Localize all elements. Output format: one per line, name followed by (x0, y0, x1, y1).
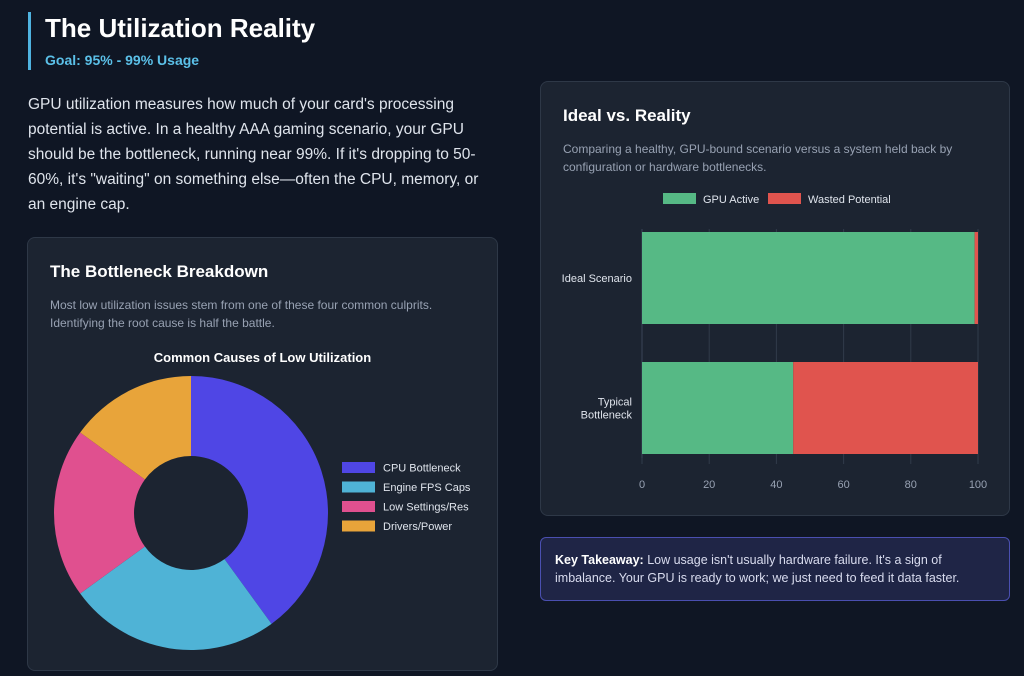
donut-slice-low-settings-res[interactable] (54, 432, 145, 594)
donut-chart-title: Common Causes of Low Utilization (153, 350, 372, 365)
bar-gpu-active[interactable] (642, 232, 975, 324)
bar-gpu-active[interactable] (642, 362, 794, 454)
takeaway-text: Low usage isn't usually hardware failure… (555, 553, 960, 585)
bottleneck-breakdown-card: The Bottleneck Breakdown Most low utiliz… (27, 237, 498, 671)
legend-label[interactable]: Low Settings/Res (383, 502, 469, 514)
bar-wasted-potential[interactable] (974, 232, 978, 324)
legend-swatch (768, 193, 801, 204)
x-tick-label: 60 (837, 479, 849, 491)
x-tick-label: 40 (770, 479, 782, 491)
x-tick-label: 0 (639, 479, 645, 491)
donut-chart: CPU Bottleneck Engine FPS Caps Low Setting… (54, 376, 471, 650)
key-takeaway-box: Key Takeaway: Low usage isn't usually ha… (540, 537, 1010, 601)
y-category-label: Ideal Scenario (562, 273, 632, 285)
legend-label[interactable]: Engine FPS Caps (383, 482, 471, 494)
x-tick-label: 80 (905, 479, 917, 491)
stacked-bar-chart: GPU Active Wasted Potential 0 20 40 60 80 100 Id… (562, 193, 987, 491)
legend-label[interactable]: CPU Bottleneck (383, 463, 461, 475)
breakdown-title: The Bottleneck Breakdown (50, 262, 269, 281)
bar-wasted-potential[interactable] (793, 362, 978, 454)
breakdown-description: Most low utilization issues stem from on… (50, 298, 433, 330)
legend-swatch (663, 193, 696, 204)
page-title: The Utilization Reality (45, 13, 316, 43)
legend-swatch (342, 520, 375, 532)
legend-swatch (342, 462, 375, 473)
x-tick-label: 100 (969, 479, 987, 491)
donut-slice-engine-fps-caps[interactable] (80, 546, 272, 650)
legend-swatch (342, 501, 375, 512)
y-category-label: Typical (598, 397, 632, 409)
page-header: The Utilization Reality Goal: 95% - 99% … (28, 12, 315, 70)
ideal-vs-reality-card: Ideal vs. Reality Comparing a healthy, G… (540, 81, 1010, 516)
ideal-title: Ideal vs. Reality (563, 106, 691, 125)
legend-label[interactable]: Wasted Potential (808, 194, 891, 206)
donut-slice-drivers-power[interactable] (80, 376, 191, 480)
goal-subtitle: Goal: 95% - 99% Usage (45, 52, 200, 68)
legend-label[interactable]: GPU Active (703, 194, 759, 206)
x-tick-label: 20 (703, 479, 715, 491)
y-category-label: Bottleneck (581, 410, 633, 422)
legend-label[interactable]: Drivers/Power (383, 521, 452, 533)
takeaway-label: Key Takeaway: (555, 553, 644, 567)
ideal-description: Comparing a healthy, GPU-bound scenario … (563, 142, 953, 174)
intro-paragraph: GPU utilization measures how much of you… (28, 96, 479, 213)
donut-slice-cpu-bottleneck[interactable] (191, 376, 328, 624)
legend-swatch (342, 481, 375, 493)
